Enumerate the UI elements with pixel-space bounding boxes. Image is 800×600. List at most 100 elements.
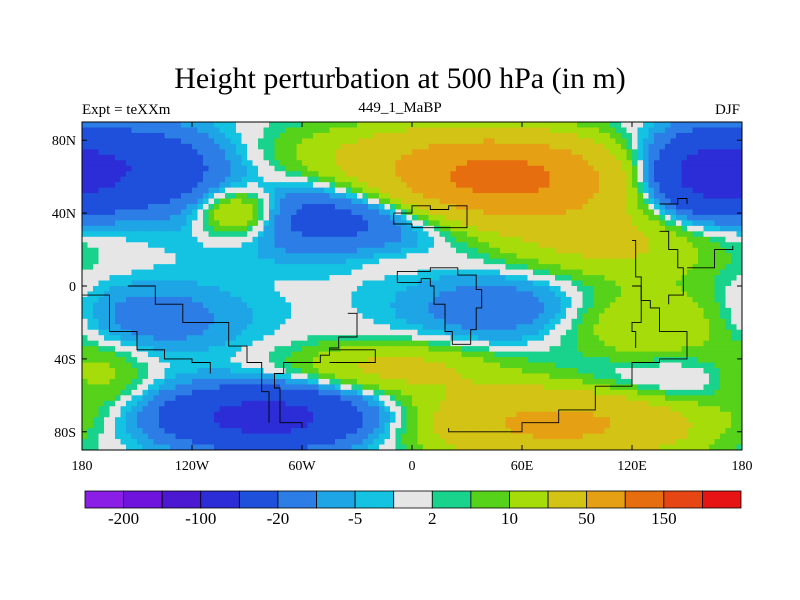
field-cell bbox=[241, 220, 248, 227]
field-cell bbox=[637, 247, 644, 254]
field-cell bbox=[208, 154, 215, 161]
field-cell bbox=[593, 280, 600, 287]
field-cell bbox=[681, 225, 688, 232]
field-cell bbox=[604, 149, 611, 156]
field-cell bbox=[626, 209, 633, 216]
field-cell bbox=[384, 264, 391, 270]
field-cell bbox=[637, 193, 644, 199]
field-cell bbox=[318, 280, 325, 287]
field-cell bbox=[137, 302, 143, 309]
field-cell bbox=[93, 291, 99, 298]
field-cell bbox=[362, 204, 369, 210]
field-cell bbox=[626, 187, 633, 194]
field-cell bbox=[214, 220, 220, 227]
field-cell bbox=[456, 122, 462, 128]
field-cell bbox=[522, 143, 528, 150]
field-cell bbox=[533, 204, 539, 210]
field-cell bbox=[500, 302, 506, 309]
field-cell bbox=[434, 182, 440, 188]
field-cell bbox=[368, 307, 374, 314]
field-cell bbox=[230, 242, 237, 249]
field-cell bbox=[131, 340, 138, 347]
field-cell bbox=[164, 214, 171, 221]
field-cell bbox=[390, 154, 396, 161]
field-cell bbox=[417, 275, 424, 281]
field-cell bbox=[483, 127, 490, 134]
field-cell bbox=[197, 291, 204, 298]
field-cell bbox=[703, 291, 710, 298]
field-cell bbox=[192, 225, 198, 232]
field-cell bbox=[148, 280, 154, 287]
field-cell bbox=[346, 122, 352, 128]
field-cell bbox=[313, 132, 319, 139]
field-cell bbox=[439, 160, 446, 167]
field-cell bbox=[582, 204, 589, 210]
field-cell bbox=[665, 154, 671, 161]
field-cell bbox=[203, 307, 209, 314]
field-cell bbox=[230, 220, 237, 227]
field-cell bbox=[379, 182, 385, 188]
field-cell bbox=[637, 138, 644, 145]
field-cell bbox=[263, 253, 270, 260]
field-cell bbox=[445, 187, 451, 194]
field-cell bbox=[186, 143, 193, 150]
field-cell bbox=[236, 253, 242, 260]
field-cell bbox=[500, 324, 506, 331]
field-cell bbox=[313, 318, 319, 325]
field-cell bbox=[164, 154, 171, 161]
field-cell bbox=[109, 286, 116, 292]
field-cell bbox=[676, 187, 682, 194]
field-cell bbox=[665, 329, 671, 336]
field-cell bbox=[483, 258, 490, 265]
field-cell bbox=[219, 209, 226, 216]
field-cell bbox=[516, 143, 523, 150]
field-cell bbox=[703, 154, 710, 161]
field-cell bbox=[390, 138, 396, 145]
field-cell bbox=[599, 214, 605, 221]
field-cell bbox=[736, 165, 743, 172]
field-cell bbox=[368, 318, 374, 325]
field-cell bbox=[632, 324, 638, 331]
field-cell bbox=[98, 346, 105, 352]
field-cell bbox=[714, 275, 721, 281]
field-cell bbox=[456, 296, 462, 303]
field-cell bbox=[175, 231, 182, 238]
field-cell bbox=[329, 154, 336, 161]
field-cell bbox=[621, 193, 627, 199]
field-cell bbox=[208, 198, 215, 205]
field-cell bbox=[648, 171, 655, 178]
field-cell bbox=[291, 204, 297, 210]
field-cell bbox=[137, 280, 143, 287]
field-cell bbox=[511, 296, 517, 303]
field-cell bbox=[197, 198, 204, 205]
field-cell bbox=[670, 296, 677, 303]
field-cell bbox=[439, 204, 446, 210]
field-cell bbox=[434, 220, 440, 227]
field-cell bbox=[335, 165, 341, 172]
field-cell bbox=[186, 122, 193, 128]
field-cell bbox=[208, 209, 215, 216]
field-cell bbox=[610, 154, 616, 161]
field-cell bbox=[571, 149, 578, 156]
field-cell bbox=[307, 247, 314, 254]
field-cell bbox=[335, 182, 341, 188]
field-cell bbox=[340, 165, 347, 172]
field-cell bbox=[401, 313, 407, 320]
field-cell bbox=[142, 171, 149, 178]
field-cell bbox=[181, 138, 187, 145]
field-cell bbox=[120, 242, 127, 249]
field-cell bbox=[340, 143, 347, 150]
field-cell bbox=[318, 198, 325, 205]
field-cell bbox=[142, 214, 149, 221]
field-cell bbox=[318, 132, 325, 139]
field-cell bbox=[159, 209, 165, 216]
field-cell bbox=[318, 149, 325, 156]
field-cell bbox=[203, 122, 209, 128]
field-cell bbox=[219, 193, 226, 199]
field-cell bbox=[252, 204, 259, 210]
field-cell bbox=[593, 187, 600, 194]
field-cell bbox=[379, 346, 385, 352]
field-cell bbox=[533, 182, 539, 188]
field-cell bbox=[357, 204, 363, 210]
field-cell bbox=[505, 193, 512, 199]
